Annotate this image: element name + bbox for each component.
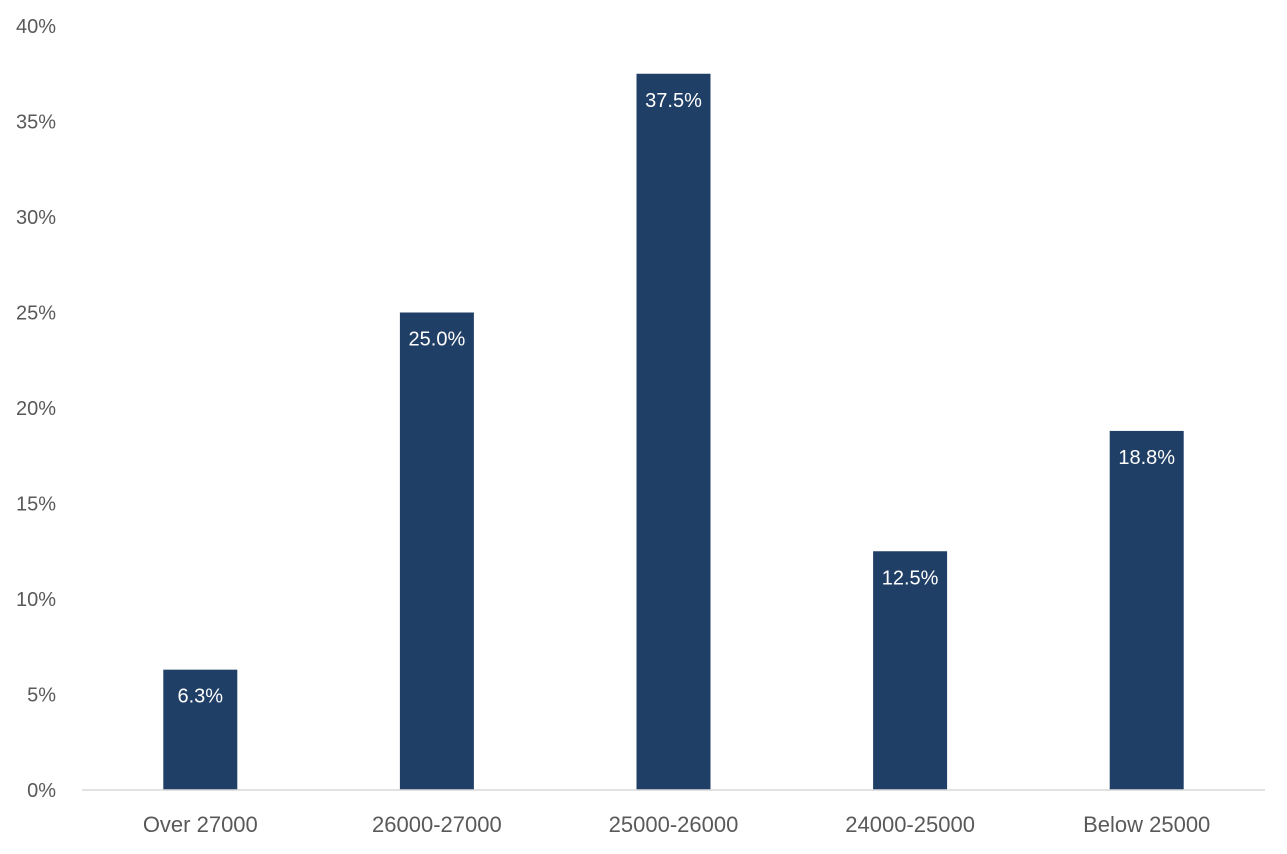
y-tick-label: 5% <box>27 685 56 707</box>
bar <box>873 551 948 790</box>
bar-data-label: 12.5% <box>882 567 939 589</box>
bar-data-label: 37.5% <box>645 90 702 112</box>
x-axis-labels: Over 27000 26000-27000 25000-26000 24000-25… <box>143 812 1210 837</box>
y-tick-label: 30% <box>16 207 56 229</box>
y-tick-label: 25% <box>16 303 56 325</box>
bar <box>636 73 711 790</box>
bar <box>399 312 474 790</box>
x-category-label: 26000-27000 <box>372 812 502 837</box>
bar <box>1109 430 1184 790</box>
bar-data-label: 18.8% <box>1118 447 1175 469</box>
y-tick-label: 40% <box>16 16 56 38</box>
y-tick-label: 20% <box>16 398 56 420</box>
bar-data-label: 25.0% <box>409 329 466 351</box>
x-category-label: 24000-25000 <box>845 812 975 837</box>
x-category-label: Below 25000 <box>1083 812 1210 837</box>
y-tick-label: 10% <box>16 589 56 611</box>
x-category-label: 25000-26000 <box>609 812 739 837</box>
data-labels-group: 6.3% 25.0% 37.5% 12.5% 18.8% <box>178 90 1176 708</box>
y-tick-label: 15% <box>16 494 56 516</box>
y-axis-ticks: 0% 5% 10% 15% 20% 25% 30% 35% 40% <box>16 16 56 802</box>
bar-data-label: 6.3% <box>178 686 224 708</box>
bar <box>163 669 238 790</box>
bars-group <box>163 73 1184 790</box>
x-category-label: Over 27000 <box>143 812 258 837</box>
y-tick-label: 35% <box>16 112 56 134</box>
y-tick-label: 0% <box>27 780 56 802</box>
